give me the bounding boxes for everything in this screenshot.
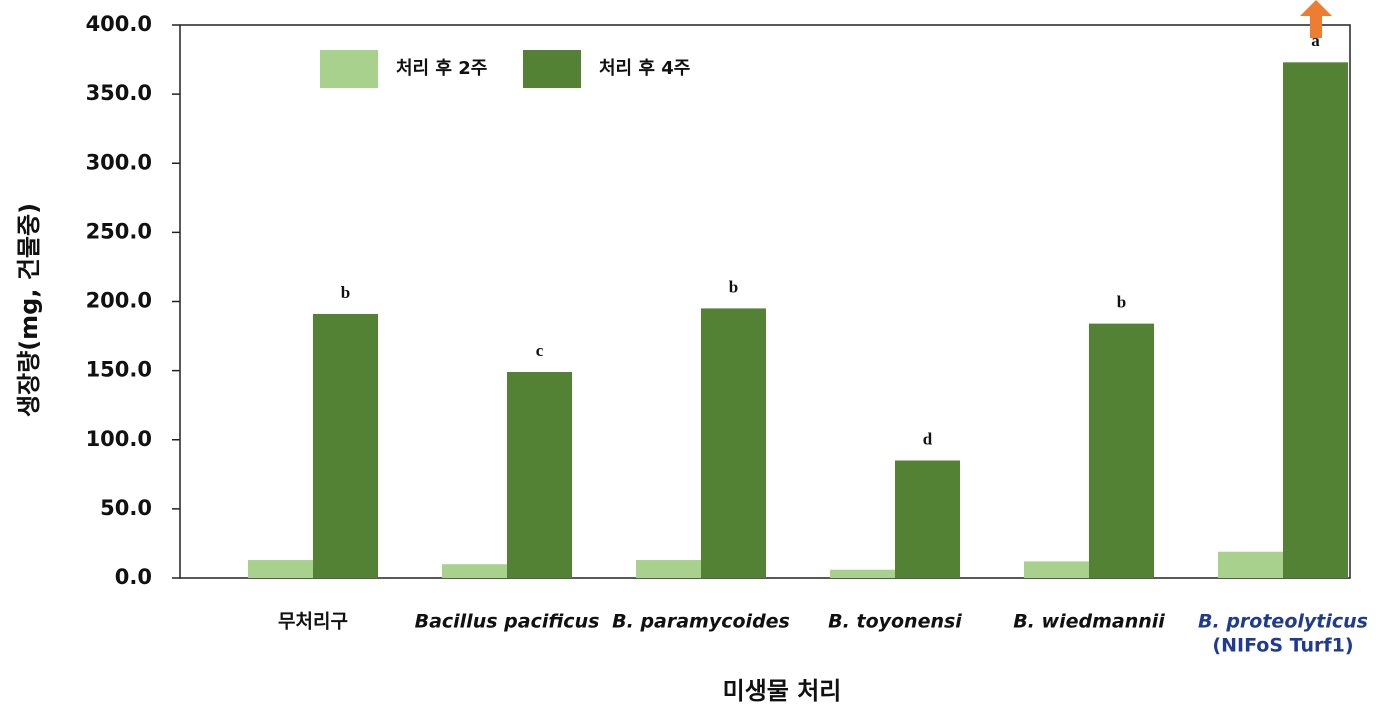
x-tick-label: B. paramycoides	[612, 611, 790, 633]
significance-letter: d	[923, 429, 933, 448]
significance-letter: c	[536, 341, 544, 360]
y-tick-label: 300.0	[86, 150, 152, 174]
bar	[1024, 561, 1089, 578]
y-tick-label: 350.0	[86, 81, 152, 105]
y-tick-label: 400.0	[86, 12, 152, 36]
bar	[1089, 323, 1154, 578]
significance-letter: a	[1311, 31, 1320, 50]
y-axis-title: 생장량(mg, 건물중)	[15, 203, 43, 417]
bar	[895, 460, 960, 578]
bar	[1218, 551, 1283, 578]
y-tick-label: 150.0	[86, 358, 152, 382]
significance-letter: b	[341, 283, 350, 302]
bar	[636, 560, 701, 578]
bar	[442, 564, 507, 578]
bar	[313, 313, 378, 578]
bar	[830, 569, 895, 578]
y-tick-label: 100.0	[86, 427, 152, 451]
legend-label: 처리 후 4주	[599, 58, 690, 79]
y-tick-label: 0.0	[115, 565, 152, 589]
x-tick-label: B. toyonensi	[828, 611, 962, 633]
significance-letter: b	[729, 277, 738, 296]
x-axis-title: 미생물 처리	[723, 677, 842, 705]
x-tick-label: (NIFoS Turf1)	[1212, 635, 1353, 657]
bar	[248, 560, 313, 578]
significance-letter: b	[1117, 293, 1126, 312]
y-tick-label: 200.0	[86, 289, 152, 313]
bar	[701, 308, 766, 578]
bar	[1283, 62, 1348, 578]
y-tick-label: 250.0	[86, 219, 152, 243]
legend-swatch	[523, 50, 581, 88]
x-tick-label: B. proteolyticus	[1198, 611, 1368, 633]
legend-label: 처리 후 2주	[396, 58, 487, 79]
x-tick-label: Bacillus pacificus	[415, 611, 600, 633]
bar	[507, 372, 572, 578]
legend-swatch	[320, 50, 378, 88]
y-tick-label: 50.0	[100, 496, 152, 520]
x-tick-label: B. wiedmannii	[1013, 611, 1165, 633]
highlight-arrow	[1300, 0, 1332, 38]
x-tick-label: 무처리구	[278, 611, 348, 633]
